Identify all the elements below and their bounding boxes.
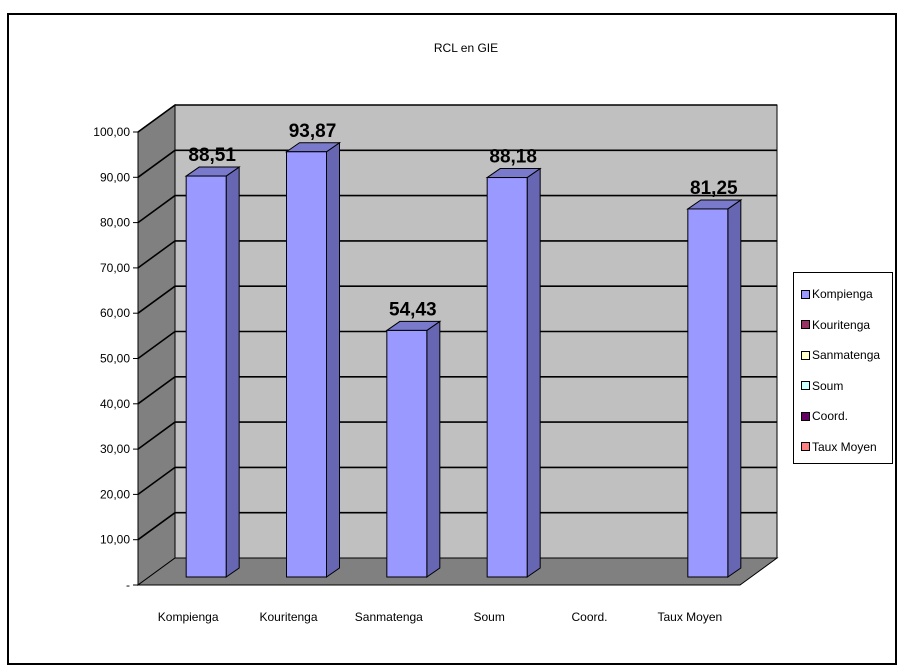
y-tick-label: 30,00 [100,442,130,456]
data-label: 81,25 [690,178,738,199]
legend-swatch [801,411,810,421]
x-axis-ticks: Kompienga Kouritenga Sanmatenga Soum Coord. T… [138,584,740,624]
legend-label: Coord. [812,409,849,424]
data-label: 88,51 [188,145,236,166]
bar-front [185,175,227,578]
legend-item: Coord. [794,401,892,432]
bar-front [386,329,428,578]
bar-side [326,141,340,578]
gridline [137,375,777,405]
x-tick-label: Sanmatenga [355,610,423,624]
gridline [137,511,777,541]
gridline [137,330,777,360]
legend-label: Taux Moyen [812,439,877,454]
legend-item: Kouritenga [794,310,892,341]
legend-swatch [801,320,810,330]
gridline [137,104,777,133]
y-tick-label: 20,00 [100,487,130,501]
bar-front [687,208,729,578]
x-tick-label: Coord. [571,610,607,624]
legend-item: Taux Moyen [794,432,892,463]
data-label: 54,43 [389,299,437,320]
gridline [137,149,777,178]
x-tick-label: Taux Moyen [657,610,722,624]
x-tick-label: Kompienga [158,610,219,624]
bar-side [426,320,441,578]
legend-swatch [801,289,810,299]
y-tick-label: 70,00 [100,261,130,275]
legend-item: Soum [794,371,892,402]
y-tick-label: 60,00 [100,306,130,320]
bar-side [225,166,240,578]
legend-item: Kompienga [794,279,892,310]
data-label: 93,87 [289,121,337,142]
gridline [137,466,777,496]
y-tick-label: - [126,578,130,592]
bar-side [526,167,541,578]
gridline [137,194,777,224]
y-tick-label: 40,00 [100,397,130,411]
bar-front [286,151,327,578]
y-axis-ticks: - 10,00 20,00 30,00 40,00 50,00 60,00 70,00 80,0… [93,125,139,592]
bars [184,141,743,578]
y-tick-label: 80,00 [100,216,130,230]
legend-label: Soum [812,378,844,393]
bar [284,141,342,578]
bar [686,198,743,578]
x-tick-label: Soum [473,610,504,624]
bar [385,320,442,578]
legend-swatch [801,350,810,360]
bar-front [486,177,528,578]
data-labels: 88,51 93,87 54,43 88,18 81,25 [188,121,738,321]
bar [485,167,542,578]
x-tick-label: Kouritenga [259,610,317,624]
gridline [137,421,777,450]
legend: Kompienga Kouritenga Sanmatenga Soum Coord. T… [793,272,893,464]
gridline [137,240,777,269]
legend-label: Kouritenga [812,317,871,332]
legend-swatch [801,442,810,452]
bar-side [727,198,742,578]
y-tick-label: 50,00 [100,352,130,366]
legend-item: Sanmatenga [794,340,892,371]
data-label: 88,18 [489,147,537,168]
y-tick-label: 10,00 [100,533,130,547]
legend-label: Kompienga [812,287,873,302]
y-tick-label: 100,00 [93,125,130,139]
chart-title: RCL en GIE [434,41,498,55]
legend-label: Sanmatenga [812,348,881,363]
y-tick-label: 90,00 [100,170,130,184]
legend-swatch [801,381,810,391]
bar [184,166,241,578]
gridlines [137,104,777,541]
gridline [137,285,777,314]
